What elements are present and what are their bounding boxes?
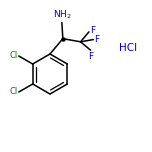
Text: HCl: HCl	[119, 43, 137, 53]
Text: Cl: Cl	[10, 52, 18, 60]
Text: F: F	[94, 35, 100, 44]
Text: F: F	[90, 26, 95, 35]
Text: NH$_2$: NH$_2$	[53, 8, 71, 21]
Text: F: F	[88, 52, 93, 61]
Text: Cl: Cl	[10, 88, 18, 97]
